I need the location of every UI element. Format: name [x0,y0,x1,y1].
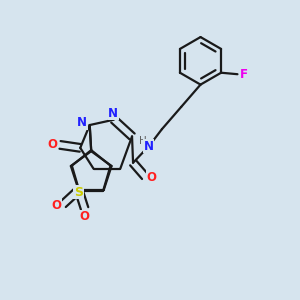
Text: O: O [51,199,61,212]
Text: N: N [108,107,118,120]
Text: O: O [80,210,90,223]
Text: F: F [239,68,247,81]
Text: O: O [47,138,57,151]
Text: S: S [74,186,83,199]
Text: N: N [77,116,87,129]
Text: O: O [147,170,157,184]
Text: H: H [139,136,146,146]
Text: N: N [144,140,154,153]
